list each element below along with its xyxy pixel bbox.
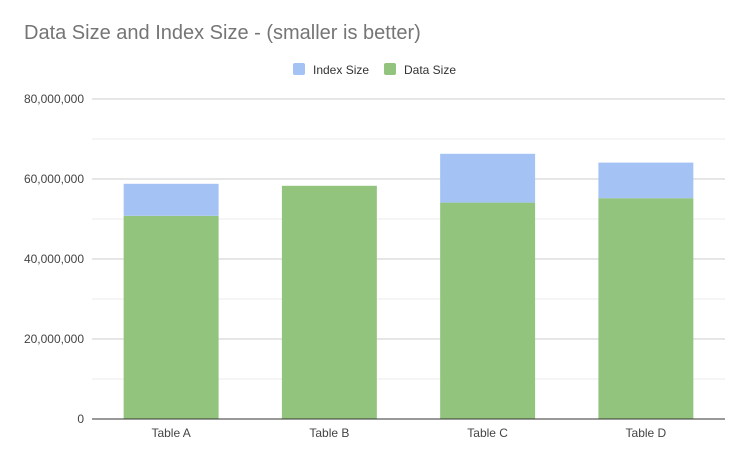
bar-data-size (281, 185, 377, 419)
y-tick-label: 80,000,000 (24, 92, 84, 106)
bar-data-size (598, 198, 694, 419)
x-tick-label: Table A (151, 426, 190, 440)
bar-index-size (440, 153, 536, 203)
legend-swatch (384, 63, 396, 75)
axes: 0 20,000,000 40,000,000 60,000,000 80,000,00… (24, 92, 725, 440)
x-tick-label: Table C (467, 426, 508, 440)
bar-data-size (440, 202, 536, 419)
x-tick-label: Table D (626, 426, 667, 440)
legend: Index Size Data Size (293, 63, 456, 77)
y-tick-label: 20,000,000 (24, 332, 84, 346)
y-tick-label: 0 (77, 412, 84, 426)
bar-index-size (598, 162, 694, 199)
legend-label: Index Size (313, 63, 369, 77)
legend-swatch (293, 63, 305, 75)
bar-index-size (123, 183, 219, 216)
legend-label: Data Size (404, 63, 456, 77)
bar-data-size (123, 215, 219, 419)
x-tick-label: Table B (309, 426, 349, 440)
chart-title: Data Size and Index Size - (smaller is b… (24, 22, 421, 44)
y-tick-label: 60,000,000 (24, 172, 84, 186)
y-tick-label: 40,000,000 (24, 252, 84, 266)
bars (123, 153, 694, 419)
